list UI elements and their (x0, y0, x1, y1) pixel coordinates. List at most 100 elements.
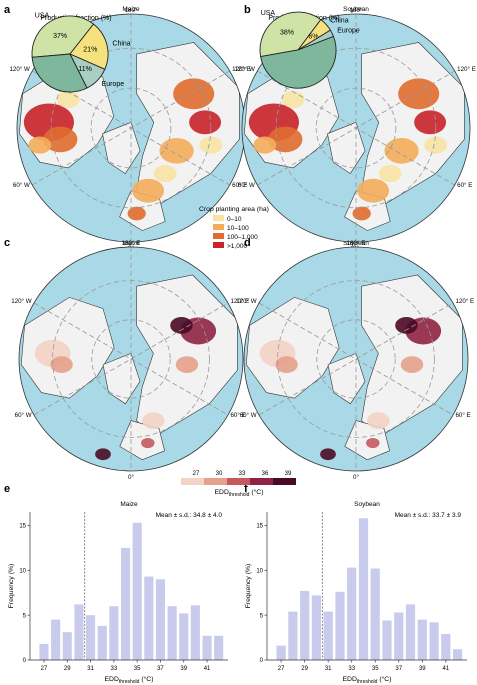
pie-pct-0-0: 37% (53, 33, 67, 40)
area-legend-title: Crop planting area (ha) (199, 206, 269, 213)
crop-patch-c-3 (170, 317, 193, 334)
histogram-annotation-0: Mean ± s.d.: 34.8 ± 4.0 (156, 512, 223, 519)
histogram-title-0: Maize (120, 501, 138, 508)
histogram-xlabel-1: EDDthreshold (°C) (343, 675, 392, 685)
x-tick-1-7: 41 (442, 666, 449, 672)
x-tick-1-1: 29 (301, 666, 308, 672)
histogram-bar-1-7 (358, 518, 369, 660)
edd-swatch-33 (227, 478, 250, 485)
pie-pct-0-2: 11% (78, 66, 92, 73)
pie-name-0-1: China (112, 40, 130, 47)
histogram-xlabel-sub-1: threshold (357, 679, 378, 685)
histogram-title-1: Soybean (354, 501, 380, 508)
y-tick-1-3: 15 (256, 524, 263, 530)
crop-patch-b-4 (398, 78, 440, 110)
x-tick-0-3: 33 (111, 666, 118, 672)
map-label-bottom-d: 0° (353, 474, 359, 481)
y-tick-1-1: 5 (260, 613, 264, 619)
histogram-bar-0-5 (97, 625, 107, 660)
land-group-a (18, 42, 240, 231)
histogram-xlabel-sub-0: threshold (119, 679, 140, 685)
map-label-top-d: 180° E (347, 240, 366, 247)
graticule-meridian-a-2 (32, 70, 230, 186)
crop-patch-d-4 (400, 356, 424, 373)
map-border-d (243, 246, 469, 472)
panel-a-title: Maize (122, 6, 140, 13)
crop-patch-c-4 (175, 356, 199, 373)
panel-letter-c: c (4, 237, 10, 249)
histogram-bar-1-3 (311, 595, 321, 660)
x-tick-0-4: 35 (134, 666, 141, 672)
pie-chart-0: Production fraction (%)37%USA21%China11%… (31, 13, 131, 93)
map-label-left-top-c: 120° W (11, 298, 32, 305)
map-label-right-bottom-c: 60° E (230, 412, 245, 419)
map-label-top-b: 180° (350, 7, 363, 14)
y-tick-0-0: 0 (23, 658, 27, 664)
histogram-bar-0-12 (179, 613, 189, 660)
x-tick-1-3: 33 (348, 666, 355, 672)
map-border-c (18, 246, 244, 472)
histogram-bar-1-8 (370, 568, 380, 660)
panel-d-title: Soybean (343, 240, 369, 247)
y-tick-1-2: 10 (256, 569, 263, 575)
pie-slice-0-other (31, 53, 88, 93)
crop-patch-d-7 (366, 437, 380, 449)
area-swatch-gt-1000 (213, 242, 224, 248)
histogram-layer: 0 5 10 15 27 29 31 33 35 37 39 41 Maize Mean ± s.d.: … (8, 501, 467, 685)
area-legend-item-0: 0–10 (227, 216, 242, 223)
histogram-xlabel-0: EDDthreshold (°C) (105, 675, 154, 685)
pie-chart-1: Production fraction (%)38%USA6%ChinaEuro… (259, 10, 360, 89)
histogram-0: 0 5 10 15 27 29 31 33 35 37 39 41 Maize Mean ± s.d.: … (8, 501, 228, 685)
crop-patch-d-6 (320, 448, 336, 461)
area-legend-item-1: 10–100 (227, 225, 249, 232)
pie-name-1-2: Europe (337, 28, 360, 35)
map-label-right-top-b: 120° E (457, 66, 476, 73)
area-legend: Crop planting area (ha) 0–10 10–100 100–… (199, 206, 269, 250)
crop-patch-b-10 (352, 206, 371, 221)
histogram-bar-0-4 (86, 615, 96, 660)
crop-patch-a-10 (127, 206, 146, 221)
histogram-xlabel-unit-1: (°C) (377, 675, 391, 683)
map-label-bottom-c: 0° (128, 474, 134, 481)
map-label-top-c: 180° E (122, 240, 141, 247)
crop-patch-b-5 (414, 110, 447, 135)
map-label-right-top-c: 120° E (230, 298, 249, 305)
graticule-circle-a-1 (50, 47, 212, 209)
area-swatch-100-1000 (213, 233, 224, 239)
crop-patch-d-5 (367, 412, 390, 429)
histogram-xlabel-unit-0: (°C) (139, 675, 153, 683)
map-label-left-bottom-c: 60° W (15, 412, 32, 419)
edd-colorbar-label: EDDthreshold (°C) (215, 488, 264, 498)
edd-colorbar: 27 30 33 36 39 EDDthreshold (°C) (181, 471, 296, 498)
pie-pct-0-1: 21% (83, 46, 97, 53)
map-label-left-bottom-d: 60° W (240, 412, 257, 419)
crop-patch-a-5 (189, 110, 222, 135)
area-legend-item-2: 100–1,000 (227, 234, 258, 241)
histogram-bar-0-13 (190, 605, 200, 660)
histogram-bar-0-extra (214, 635, 224, 660)
map-label-left-top-d: 120° W (236, 298, 257, 305)
graticule-circle-b-1 (275, 47, 437, 209)
edd-swatch-36 (250, 478, 273, 485)
histogram-ylabel-0: Frequency (%) (8, 564, 15, 609)
x-tick-0-7: 41 (204, 666, 211, 672)
x-tick-0-1: 29 (64, 666, 71, 672)
map-label-right-bottom-b: 60° E (457, 182, 472, 189)
crop-patch-a-9 (199, 136, 223, 154)
x-tick-0-6: 39 (180, 666, 187, 672)
pie-name-0-0: USA (35, 13, 50, 20)
crop-patch-b-8 (378, 165, 402, 183)
histogram-bar-1-1 (288, 611, 298, 660)
histogram-bar-0-14 (202, 635, 212, 660)
map-label-right-bottom-d: 60° E (455, 412, 470, 419)
histogram-bar-1-5 (335, 591, 345, 660)
y-tick-0-2: 10 (19, 569, 26, 575)
histogram-bar-1-4 (323, 611, 333, 660)
pie-slice-0-usa (31, 15, 95, 58)
crop-patch-a-6 (159, 137, 194, 164)
pie-slice-1-other (260, 35, 337, 89)
y-tick-0-3: 15 (19, 524, 26, 530)
map-border-b (241, 13, 471, 243)
histogram-bar-0-11 (167, 606, 177, 660)
edd-tick-30: 30 (216, 471, 223, 477)
